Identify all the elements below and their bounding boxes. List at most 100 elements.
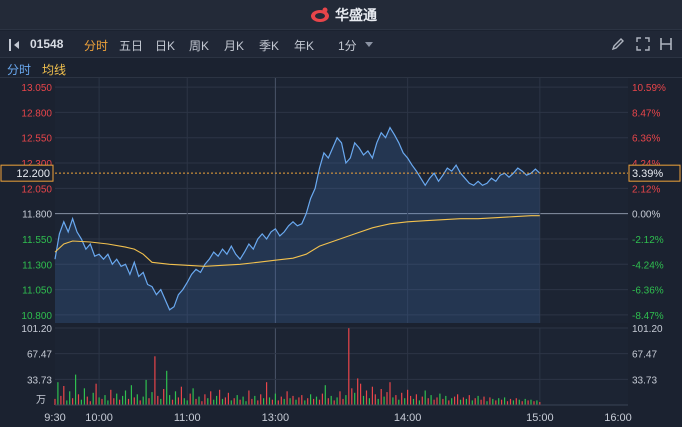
y-tick-left: 13.050 (21, 83, 52, 94)
price-area (55, 127, 540, 323)
volume-bar (339, 391, 341, 405)
volume-bar (304, 400, 306, 405)
volume-bar (436, 397, 438, 405)
y-tick-left: 11.550 (22, 235, 52, 246)
volume-bar (345, 395, 347, 405)
tab-monthly-k[interactable]: 月K (224, 39, 245, 53)
volume-bar (427, 398, 429, 405)
volume-bar (86, 396, 88, 405)
volume-bar (362, 395, 365, 405)
volume-bar (439, 393, 441, 405)
volume-bar (201, 401, 203, 405)
volume-tick-right: 101.20 (632, 324, 663, 335)
y-tick-left: 11.800 (22, 210, 52, 221)
volume-bar (365, 390, 368, 405)
interval-select[interactable]: 1分 (338, 39, 357, 53)
volume-bar (504, 397, 506, 405)
volume-bar (216, 395, 218, 405)
tab-daily-k[interactable]: 日K (155, 39, 176, 53)
volume-bar (245, 401, 247, 405)
volume-bar (104, 395, 106, 405)
volume-bar (133, 397, 135, 405)
settings-icon[interactable] (659, 37, 673, 51)
volume-bar (457, 394, 459, 405)
price-panel (55, 78, 628, 323)
volume-bar (157, 395, 159, 405)
volume-tick-left: 101.20 (21, 324, 52, 335)
tab-yearly-k[interactable]: 年K (294, 39, 315, 53)
volume-bar (257, 400, 259, 405)
chevron-down-icon[interactable] (365, 42, 373, 48)
intraday-chart[interactable]: 13.050 10.59% 12.800 8.47% 12.550 6.36% 12.300… (0, 78, 682, 427)
volume-bar (318, 399, 321, 405)
volume-bar (498, 398, 500, 405)
volume-bar (274, 393, 276, 405)
volume-bar (371, 386, 373, 405)
volume-bar (492, 398, 494, 405)
volume-bar (77, 394, 80, 405)
fullscreen-icon[interactable] (636, 37, 650, 51)
volume-bar (395, 395, 397, 405)
tab-weekly-k[interactable]: 周K (189, 39, 210, 53)
tab-quarterly-k[interactable]: 季K (259, 39, 280, 53)
volume-bar (342, 398, 344, 405)
x-tick: 14:00 (394, 412, 422, 424)
volume-bar (433, 399, 435, 405)
volume-bar (324, 385, 326, 405)
collapse-panel-icon[interactable] (8, 38, 22, 52)
y-tick-left: 12.300 (21, 159, 52, 170)
volume-bar (145, 379, 147, 405)
x-tick: 9:30 (44, 412, 65, 424)
y-tick-right: 6.36% (632, 134, 660, 145)
volume-bar (127, 398, 130, 405)
volume-bar (298, 397, 300, 405)
volume-bar (66, 400, 68, 405)
volume-bar (186, 400, 188, 405)
volume-bar (236, 395, 238, 405)
volume-bar (515, 398, 517, 405)
volume-bar (263, 398, 265, 405)
x-tick: 10:00 (85, 412, 113, 424)
volume-bar (254, 395, 256, 405)
indicator-avg-label: 均线 (42, 63, 67, 77)
volume-bar (480, 399, 482, 405)
volume-bar (348, 328, 350, 405)
chart-svg[interactable]: 13.050 10.59% 12.800 8.47% 12.550 6.36% 12.300… (0, 78, 682, 427)
volume-bar (307, 398, 309, 405)
volume-bar (113, 398, 115, 405)
volume-bar (410, 395, 412, 405)
volume-bar (465, 398, 467, 405)
x-tick: 15:00 (526, 412, 554, 424)
volume-bar (315, 396, 318, 405)
volume-bar (101, 398, 103, 405)
volume-bar (122, 395, 124, 405)
volume-bar (407, 389, 409, 405)
volume-bar (151, 392, 153, 405)
volume-bar (277, 400, 279, 405)
volume-bar (424, 390, 426, 405)
volume-bar (213, 399, 215, 405)
volume-bar (321, 393, 323, 405)
tab-intraday[interactable]: 分时 (84, 39, 109, 53)
volume-bar (136, 394, 138, 405)
pen-icon[interactable] (611, 37, 625, 51)
indicator-bar: 分时 均线 (0, 58, 682, 78)
indicator-price-label: 分时 (7, 63, 32, 77)
volume-bar (163, 389, 165, 405)
volume-bar (477, 395, 479, 405)
tab-five-day[interactable]: 五日 (119, 39, 144, 53)
volume-bar (260, 394, 262, 405)
volume-bar (415, 394, 417, 405)
volume-bar (75, 374, 77, 405)
volume-bar (271, 399, 273, 405)
volume-bar (521, 401, 523, 405)
volume-bar (227, 392, 229, 405)
volume-bar (207, 398, 209, 405)
volume-bar (295, 399, 297, 405)
volume-bar (539, 402, 541, 405)
volume-bar (471, 400, 473, 405)
volume-bar (251, 398, 253, 405)
current-price-box (0, 164, 54, 182)
volume-bar (160, 398, 162, 405)
volume-bar (124, 390, 127, 405)
